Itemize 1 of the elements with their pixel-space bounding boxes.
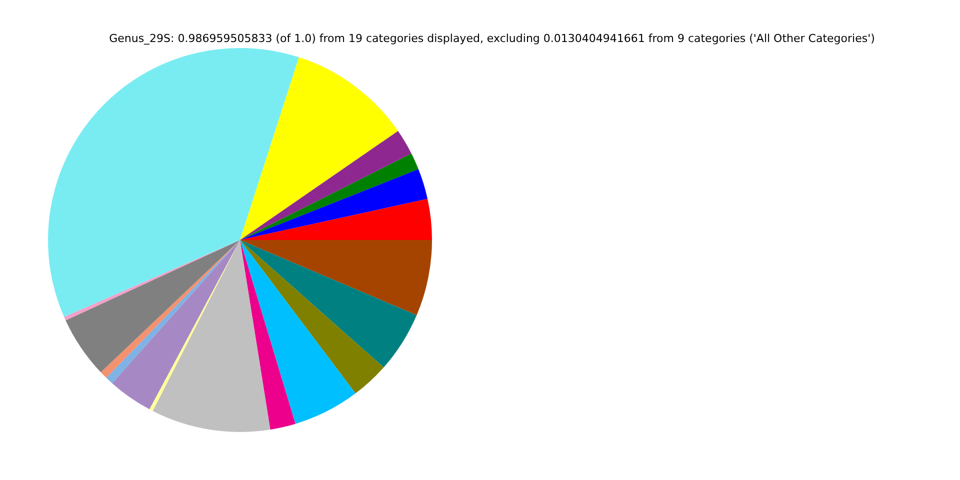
text: Genus_29S: 0.986959505833 (of 1.0) from 19 categories displayed, excluding 0.0130404941661 from 9 categories ('All Other Categories') xyxy=(108,32,876,45)
